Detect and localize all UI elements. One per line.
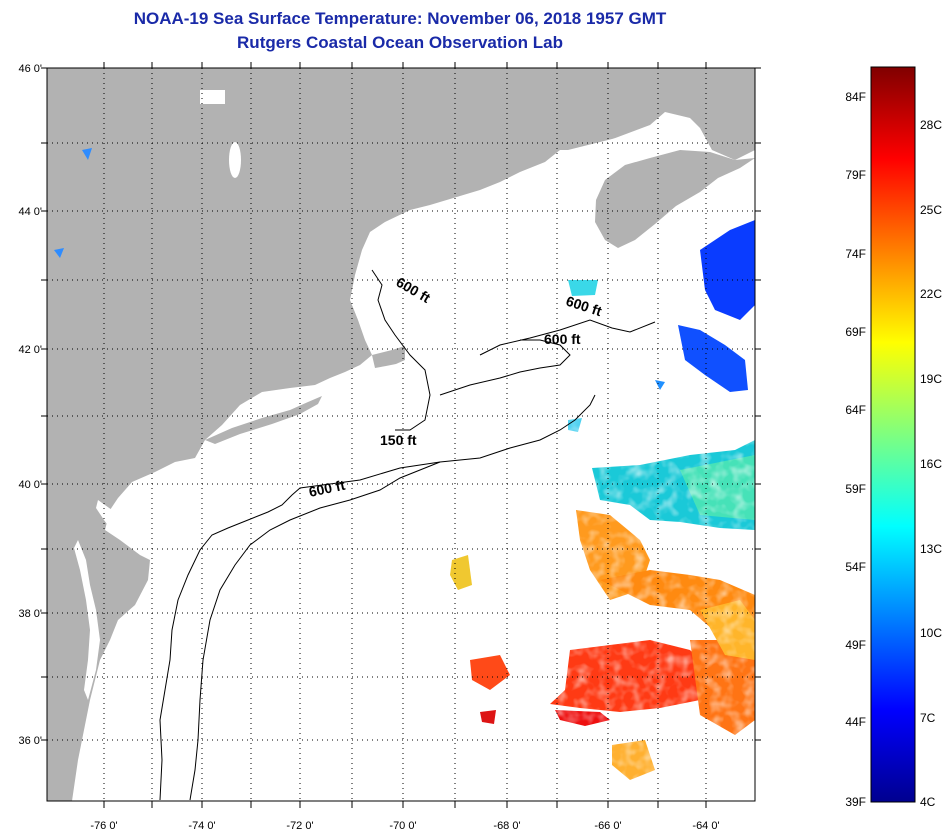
colorbar-f-label: 64F	[845, 403, 866, 417]
lon-tick-label: -64 0'	[692, 820, 719, 832]
longitude-axis: -76 0' -74 0' -72 0' -70 0' -68 0' -66 0…	[90, 820, 719, 832]
colorbar-c-label: 19C	[920, 372, 942, 386]
colorbar-f-label: 44F	[845, 715, 866, 729]
colorbar-f-label: 49F	[845, 638, 866, 652]
axis-ticks	[41, 62, 761, 808]
lon-tick-label: -72 0'	[286, 820, 313, 832]
colorbar-f-label: 59F	[845, 482, 866, 496]
contour-label: 150 ft	[380, 432, 417, 448]
colorbar-c-label: 25C	[920, 203, 942, 217]
bay-of-fundy	[560, 118, 672, 172]
colorbar-f-label: 54F	[845, 560, 866, 574]
colorbar-c-label: 22C	[920, 287, 942, 301]
colorbar-c-label: 13C	[920, 542, 942, 556]
colorbar-c-label: 28C	[920, 118, 942, 132]
map-title: NOAA-19 Sea Surface Temperature: Novembe…	[133, 9, 667, 28]
colorbar-f-label: 84F	[845, 90, 866, 104]
map-subtitle: Rutgers Coastal Ocean Observation Lab	[237, 33, 563, 52]
colorbar-f-label: 39F	[845, 795, 866, 809]
land-long-island	[205, 396, 322, 444]
colorbar-c-label: 16C	[920, 457, 942, 471]
colorbar-fahrenheit-labels: 84F 79F 74F 69F 64F 59F 54F 49F 44F 39F	[845, 90, 866, 809]
lat-tick-label: 42 0'	[18, 344, 42, 356]
lat-tick-label: 46 0'	[18, 63, 42, 75]
graticule	[47, 68, 755, 801]
land-cape-cod	[372, 346, 405, 368]
contour-label: 600 ft	[307, 477, 346, 500]
land-nova-scotia	[595, 150, 755, 248]
inland-lake	[229, 142, 241, 178]
bathymetry-contours	[159, 269, 656, 801]
lon-tick-label: -66 0'	[594, 820, 621, 832]
colorbar-c-label: 10C	[920, 626, 942, 640]
lat-tick-label: 38 0'	[18, 608, 42, 620]
cloud-noise	[560, 440, 755, 801]
colorbar-f-label: 69F	[845, 325, 866, 339]
delaware-bay	[96, 500, 122, 534]
chesapeake-bay	[74, 540, 100, 700]
colorbar-celsius-labels: 28C 25C 22C 19C 16C 13C 10C 7C 4C	[920, 118, 942, 809]
inland-lake	[200, 90, 225, 104]
lat-tick-label: 36 0'	[18, 735, 42, 747]
colorbar	[870, 66, 916, 803]
lon-tick-label: -68 0'	[493, 820, 520, 832]
colorbar-c-label: 4C	[920, 795, 936, 809]
colorbar-f-label: 79F	[845, 168, 866, 182]
lat-tick-label: 44 0'	[18, 206, 42, 218]
latitude-axis: 46 0' 44 0' 42 0' 40 0' 38 0' 36 0'	[18, 63, 42, 747]
contour-label: 600 ft	[544, 331, 581, 347]
map-frame	[46, 67, 756, 802]
lon-tick-label: -76 0'	[90, 820, 117, 832]
colorbar-f-label: 74F	[845, 247, 866, 261]
colorbar-c-label: 7C	[920, 711, 936, 725]
lat-tick-label: 40 0'	[18, 479, 42, 491]
lon-tick-label: -70 0'	[389, 820, 416, 832]
land-mainland	[47, 68, 755, 801]
lon-tick-label: -74 0'	[188, 820, 215, 832]
